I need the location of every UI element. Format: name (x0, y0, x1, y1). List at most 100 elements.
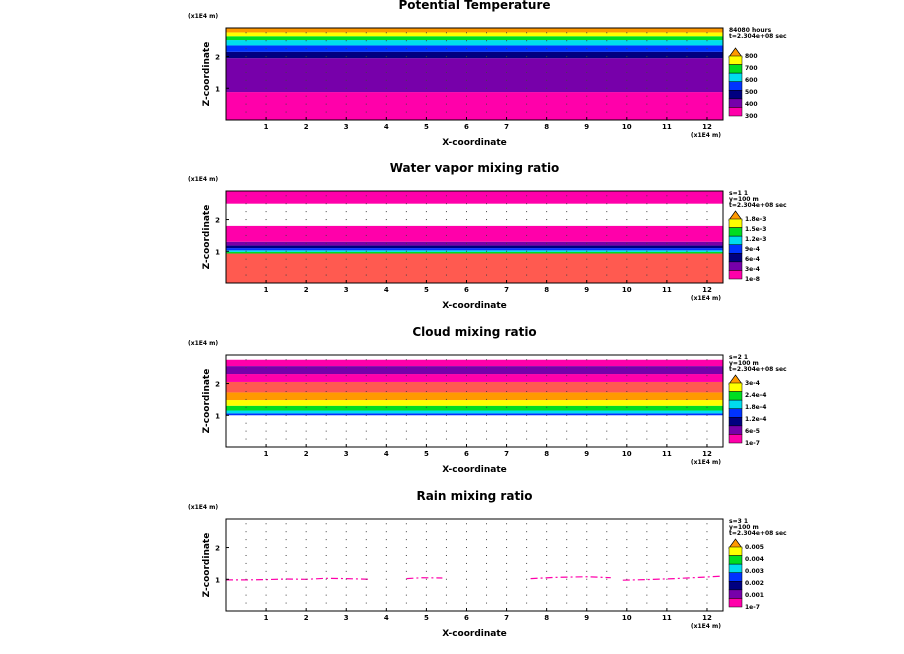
grid-dot (546, 398, 548, 400)
grid-dot (365, 226, 367, 228)
grid-dot (305, 430, 307, 432)
grid-dot (666, 195, 668, 197)
grid-dot (646, 71, 648, 73)
contour-band (226, 250, 723, 252)
grid-dot (526, 219, 528, 221)
grid-dot (606, 258, 608, 260)
grid-dot (245, 103, 247, 105)
grid-dot (686, 383, 688, 385)
grid-dot (506, 211, 508, 213)
colorbar-label: 1e-8 (745, 276, 760, 283)
grid-dot (345, 430, 347, 432)
x-tick-label: 7 (504, 123, 509, 131)
panel-title: Rain mixing ratio (416, 489, 532, 503)
contour-band (226, 51, 723, 59)
grid-dot (706, 234, 708, 236)
grid-dot (345, 547, 347, 549)
grid-dot (285, 554, 287, 556)
grid-dot (405, 274, 407, 276)
grid-dot (265, 195, 267, 197)
grid-dot (626, 523, 628, 525)
x-tick-label: 5 (424, 450, 429, 458)
grid-dot (265, 32, 267, 34)
colorbar-label: 1.2e-3 (745, 236, 766, 243)
grid-dot (686, 578, 688, 580)
grid-dot (666, 554, 668, 556)
grid-dot (465, 430, 467, 432)
grid-dot (506, 226, 508, 228)
grid-dot (425, 422, 427, 424)
grid-dot (305, 359, 307, 361)
grid-dot (425, 523, 427, 525)
grid-dot (305, 48, 307, 50)
grid-dot (626, 422, 628, 424)
grid-dot (345, 234, 347, 236)
grid-dot (626, 274, 628, 276)
grid-dot (686, 367, 688, 369)
colorbar-swatch (728, 555, 743, 565)
grid-dot (586, 63, 588, 65)
grid-dot (706, 79, 708, 81)
grid-dot (506, 554, 508, 556)
x-tick-label: 6 (464, 123, 469, 131)
grid-dot (465, 562, 467, 564)
grid-dot (265, 422, 267, 424)
grid-dot (285, 438, 287, 440)
grid-dot (305, 554, 307, 556)
grid-dot (666, 430, 668, 432)
x-tick-label: 9 (584, 450, 589, 458)
grid-dot (526, 390, 528, 392)
grid-dot (345, 71, 347, 73)
grid-dot (465, 56, 467, 58)
rain-trace (530, 576, 611, 580)
grid-dot (245, 578, 247, 580)
grid-dot (285, 602, 287, 604)
grid-dot (546, 63, 548, 65)
grid-dot (706, 63, 708, 65)
grid-dot (265, 79, 267, 81)
grid-dot (506, 63, 508, 65)
grid-dot (245, 56, 247, 58)
grid-dot (506, 523, 508, 525)
grid-dot (626, 71, 628, 73)
grid-dot (606, 95, 608, 97)
grid-dot (526, 359, 528, 361)
grid-dot (345, 523, 347, 525)
grid-dot (325, 203, 327, 205)
grid-dot (325, 554, 327, 556)
grid-dot (546, 602, 548, 604)
grid-dot (465, 32, 467, 34)
grid-dot (506, 79, 508, 81)
colorbar-swatch (728, 563, 743, 573)
grid-dot (646, 103, 648, 105)
grid-dot (526, 523, 528, 525)
grid-dot (666, 266, 668, 268)
grid-dot (586, 390, 588, 392)
grid-dot (345, 258, 347, 260)
grid-dot (526, 40, 528, 42)
grid-dot (305, 211, 307, 213)
grid-dot (706, 40, 708, 42)
grid-dot (626, 594, 628, 596)
grid-dot (566, 406, 568, 408)
grid-dot (646, 578, 648, 580)
grid-dot (646, 87, 648, 89)
grid-dot (566, 71, 568, 73)
grid-dot (265, 414, 267, 416)
grid-dot (405, 258, 407, 260)
grid-dot (526, 103, 528, 105)
grid-dot (506, 87, 508, 89)
grid-dot (265, 48, 267, 50)
grid-dot (425, 32, 427, 34)
grid-dot (626, 87, 628, 89)
contour-band (226, 374, 723, 382)
grid-dot (706, 383, 708, 385)
grid-dot (486, 359, 488, 361)
grid-dot (526, 430, 528, 432)
contour-band (226, 253, 723, 283)
grid-dot (566, 87, 568, 89)
grid-dot (405, 211, 407, 213)
grid-dot (265, 56, 267, 58)
grid-dot (486, 226, 488, 228)
grid-dot (265, 95, 267, 97)
